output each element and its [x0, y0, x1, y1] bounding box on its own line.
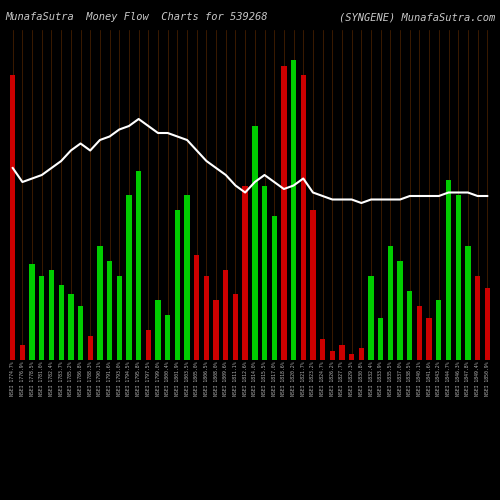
Bar	[330, 351, 335, 360]
Text: MunafaSutra  Money Flow  Charts for 539268: MunafaSutra Money Flow Charts for 539268	[5, 12, 268, 22]
Bar	[300, 75, 306, 360]
Bar	[252, 126, 258, 360]
Bar	[320, 339, 326, 360]
Bar	[39, 276, 44, 360]
Bar	[388, 246, 393, 360]
Bar	[223, 270, 228, 360]
Bar	[49, 270, 54, 360]
Bar	[349, 354, 354, 360]
Bar	[174, 210, 180, 360]
Bar	[97, 246, 102, 360]
Bar	[20, 345, 25, 360]
Bar	[378, 318, 384, 360]
Bar	[116, 276, 122, 360]
Bar	[204, 276, 209, 360]
Bar	[407, 291, 412, 360]
Bar	[340, 345, 344, 360]
Bar	[136, 171, 141, 360]
Bar	[165, 315, 170, 360]
Bar	[88, 336, 93, 360]
Bar	[242, 186, 248, 360]
Bar	[272, 216, 277, 360]
Bar	[368, 276, 374, 360]
Bar	[281, 66, 286, 360]
Bar	[446, 180, 451, 360]
Bar	[426, 318, 432, 360]
Bar	[262, 186, 267, 360]
Bar	[310, 210, 316, 360]
Bar	[78, 306, 83, 360]
Bar	[436, 300, 442, 360]
Bar	[398, 261, 403, 360]
Bar	[465, 246, 470, 360]
Bar	[156, 300, 160, 360]
Bar	[30, 264, 35, 360]
Bar	[126, 195, 132, 360]
Bar	[194, 255, 200, 360]
Bar	[146, 330, 151, 360]
Bar	[456, 195, 461, 360]
Bar	[417, 306, 422, 360]
Bar	[68, 294, 73, 360]
Text: (SYNGENE) MunafaSutra.com: (SYNGENE) MunafaSutra.com	[339, 12, 495, 22]
Bar	[214, 300, 219, 360]
Bar	[107, 261, 112, 360]
Bar	[10, 75, 16, 360]
Bar	[291, 60, 296, 360]
Bar	[484, 288, 490, 360]
Bar	[475, 276, 480, 360]
Bar	[184, 195, 190, 360]
Bar	[233, 294, 238, 360]
Bar	[58, 285, 64, 360]
Bar	[358, 348, 364, 360]
